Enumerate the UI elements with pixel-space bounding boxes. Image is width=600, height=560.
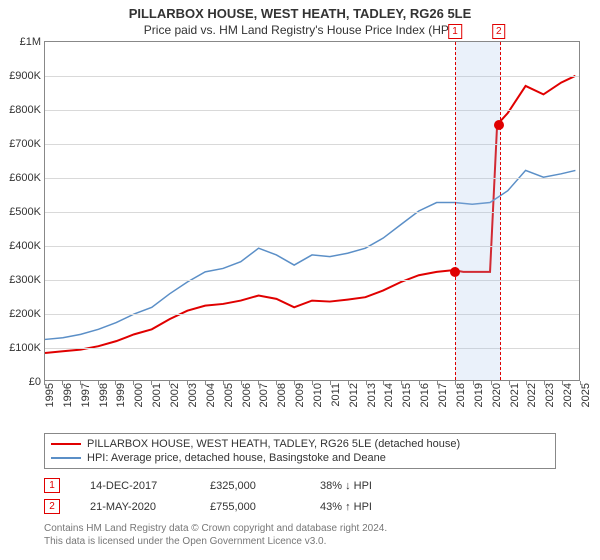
x-axis-label: 1995 [44, 383, 56, 407]
x-axis-label: 2014 [383, 383, 395, 407]
x-axis-label: 2003 [187, 383, 199, 407]
sale-date: 14-DEC-2017 [90, 480, 180, 492]
y-axis-label: £1M [20, 36, 45, 48]
x-axis-label: 2022 [526, 383, 538, 407]
sale-row: 1 14-DEC-2017 £325,000 38% ↓ HPI [44, 475, 556, 496]
x-axis-label: 2021 [509, 383, 521, 407]
y-axis-label: £500K [9, 206, 45, 218]
sale-index-badge: 2 [44, 499, 60, 514]
legend-label: PILLARBOX HOUSE, WEST HEATH, TADLEY, RG2… [87, 438, 460, 450]
sale-marker-label: 1 [448, 24, 462, 39]
sale-marker-label: 2 [492, 24, 506, 39]
x-axis-label: 2006 [241, 383, 253, 407]
x-axis-label: 1999 [115, 383, 127, 407]
legend-swatch [51, 443, 81, 445]
x-axis-label: 1996 [62, 383, 74, 407]
sale-date: 21-MAY-2020 [90, 501, 180, 513]
legend-swatch [51, 457, 81, 459]
x-axis-label: 2007 [258, 383, 270, 407]
legend-row: PILLARBOX HOUSE, WEST HEATH, TADLEY, RG2… [51, 437, 549, 451]
y-axis-label: £900K [9, 70, 45, 82]
chart-area: £0£100K£200K£300K£400K£500K£600K£700K£80… [44, 41, 580, 381]
sale-diff-vs-hpi: 43% ↑ HPI [320, 501, 410, 513]
x-axis-label: 2024 [562, 383, 574, 407]
footnote-line: This data is licensed under the Open Gov… [44, 536, 556, 549]
y-axis-label: £300K [9, 274, 45, 286]
footnotes: Contains HM Land Registry data © Crown c… [44, 523, 556, 548]
x-axis-label: 2020 [491, 383, 503, 407]
y-axis-label: £800K [9, 104, 45, 116]
footnote-line: Contains HM Land Registry data © Crown c… [44, 523, 556, 536]
x-axis-label: 2016 [419, 383, 431, 407]
x-axis-labels: 1995 1996 1997 1998 1999 2000 2001 2002 2003 2004… [44, 381, 580, 425]
chart-subtitle: Price paid vs. HM Land Registry's House … [0, 21, 600, 41]
sale-records: 1 14-DEC-2017 £325,000 38% ↓ HPI 2 21-MAY-202… [44, 475, 556, 517]
x-axis-label: 2015 [401, 383, 413, 407]
sale-point-marker [450, 267, 460, 277]
y-axis-label: £400K [9, 240, 45, 252]
sale-price: £325,000 [210, 480, 290, 492]
legend-label: HPI: Average price, detached house, Basi… [87, 452, 386, 464]
x-axis-label: 2025 [580, 383, 592, 407]
chart-title: PILLARBOX HOUSE, WEST HEATH, TADLEY, RG2… [0, 0, 600, 21]
sale-diff-vs-hpi: 38% ↓ HPI [320, 480, 410, 492]
x-axis-label: 2019 [473, 383, 485, 407]
x-axis-label: 2011 [330, 383, 342, 407]
x-axis-label: 2009 [294, 383, 306, 407]
x-axis-label: 2004 [205, 383, 217, 407]
legend: PILLARBOX HOUSE, WEST HEATH, TADLEY, RG2… [44, 433, 556, 469]
x-axis-label: 1997 [80, 383, 92, 407]
x-axis-label: 2013 [366, 383, 378, 407]
y-axis-label: £100K [9, 342, 45, 354]
x-axis-label: 2002 [169, 383, 181, 407]
x-axis-label: 2023 [544, 383, 556, 407]
sale-range-band [455, 42, 501, 380]
x-axis-label: 2001 [151, 383, 163, 407]
x-axis-label: 2017 [437, 383, 449, 407]
plot-area: £0£100K£200K£300K£400K£500K£600K£700K£80… [44, 41, 580, 381]
x-axis-label: 2008 [276, 383, 288, 407]
sale-row: 2 21-MAY-2020 £755,000 43% ↑ HPI [44, 496, 556, 517]
y-axis-label: £200K [9, 308, 45, 320]
y-axis-label: £0 [29, 376, 45, 388]
y-axis-label: £700K [9, 138, 45, 150]
y-axis-label: £600K [9, 172, 45, 184]
x-axis-label: 1998 [98, 383, 110, 407]
x-axis-label: 2000 [133, 383, 145, 407]
sale-price: £755,000 [210, 501, 290, 513]
x-axis-label: 2018 [455, 383, 467, 407]
x-axis-label: 2005 [223, 383, 235, 407]
legend-row: HPI: Average price, detached house, Basi… [51, 451, 549, 465]
x-axis-label: 2012 [348, 383, 360, 407]
x-axis-label: 2010 [312, 383, 324, 407]
sale-index-badge: 1 [44, 478, 60, 493]
